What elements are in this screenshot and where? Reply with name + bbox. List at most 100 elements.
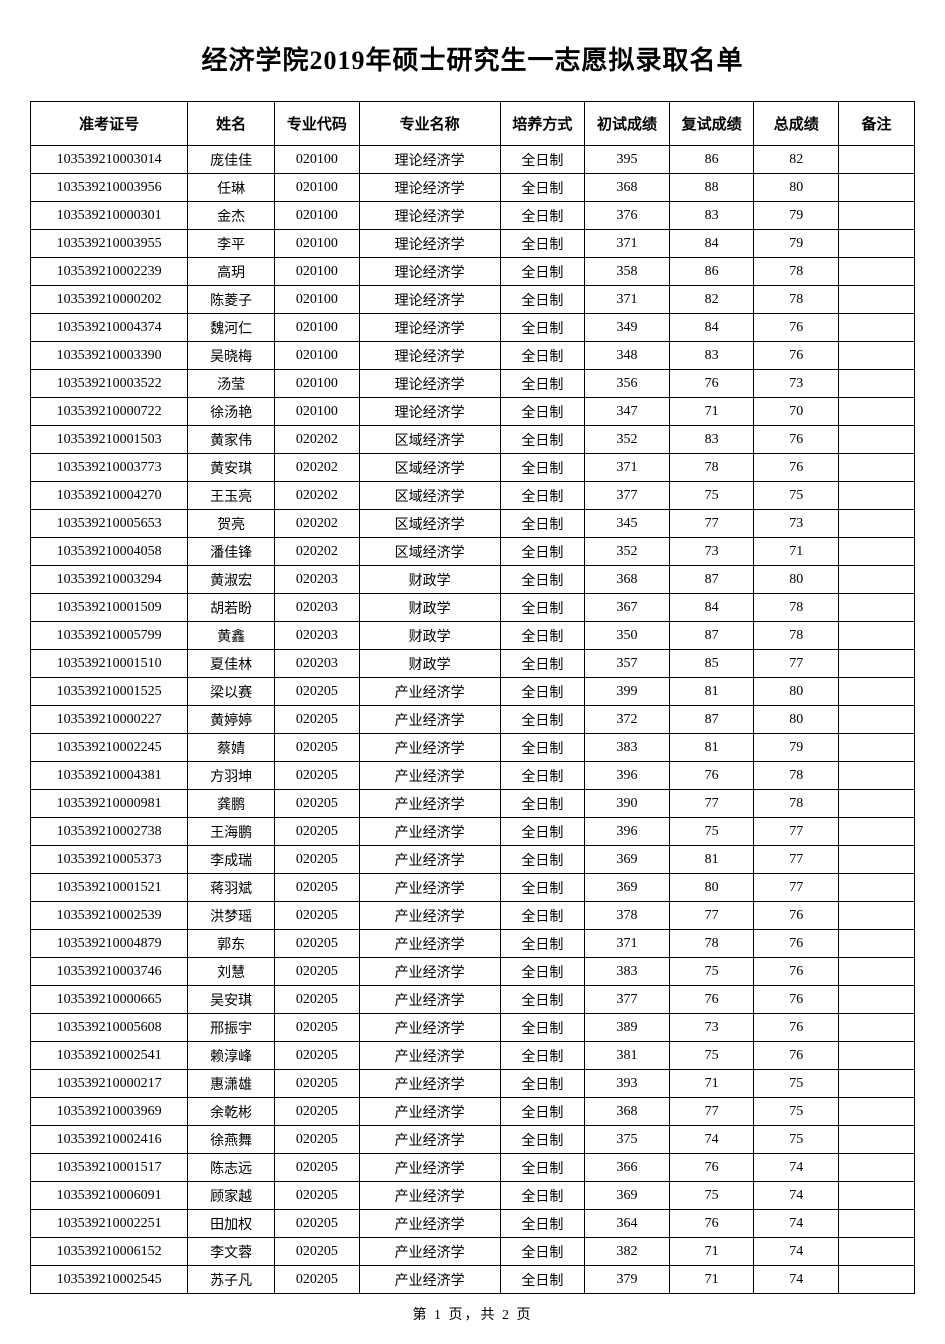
cell-major_name: 产业经济学 — [359, 1182, 500, 1210]
cell-remark — [839, 930, 915, 958]
cell-score2: 80 — [669, 874, 754, 902]
cell-total: 76 — [754, 426, 839, 454]
cell-mode: 全日制 — [500, 286, 585, 314]
cell-mode: 全日制 — [500, 482, 585, 510]
cell-name: 吴晓梅 — [188, 342, 275, 370]
cell-major_code: 020205 — [275, 1042, 360, 1070]
cell-name: 任琳 — [188, 174, 275, 202]
cell-major_code: 020205 — [275, 1014, 360, 1042]
cell-score2: 81 — [669, 846, 754, 874]
cell-id: 103539210004058 — [31, 538, 188, 566]
cell-mode: 全日制 — [500, 958, 585, 986]
cell-total: 78 — [754, 594, 839, 622]
cell-major_name: 产业经济学 — [359, 846, 500, 874]
cell-score1: 371 — [585, 286, 670, 314]
cell-score2: 75 — [669, 818, 754, 846]
cell-major_code: 020202 — [275, 482, 360, 510]
cell-name: 黄安琪 — [188, 454, 275, 482]
cell-score2: 81 — [669, 734, 754, 762]
cell-id: 103539210003294 — [31, 566, 188, 594]
cell-total: 76 — [754, 342, 839, 370]
cell-remark — [839, 510, 915, 538]
cell-major_name: 产业经济学 — [359, 1126, 500, 1154]
cell-name: 顾家越 — [188, 1182, 275, 1210]
cell-major_code: 020205 — [275, 762, 360, 790]
cell-remark — [839, 902, 915, 930]
cell-name: 邢振宇 — [188, 1014, 275, 1042]
cell-score1: 369 — [585, 1182, 670, 1210]
cell-remark — [839, 1042, 915, 1070]
cell-score2: 77 — [669, 1098, 754, 1126]
cell-score1: 395 — [585, 146, 670, 174]
cell-total: 78 — [754, 790, 839, 818]
cell-name: 洪梦瑶 — [188, 902, 275, 930]
cell-major_name: 产业经济学 — [359, 1238, 500, 1266]
table-row: 103539210003956任琳020100理论经济学全日制3688880 — [31, 174, 915, 202]
cell-remark — [839, 230, 915, 258]
table-row: 103539210000227黄婷婷020205产业经济学全日制3728780 — [31, 706, 915, 734]
cell-id: 103539210005373 — [31, 846, 188, 874]
cell-score2: 75 — [669, 1182, 754, 1210]
cell-major_name: 财政学 — [359, 622, 500, 650]
cell-remark — [839, 1210, 915, 1238]
cell-score2: 73 — [669, 1014, 754, 1042]
cell-mode: 全日制 — [500, 678, 585, 706]
cell-score2: 75 — [669, 482, 754, 510]
cell-score2: 83 — [669, 202, 754, 230]
cell-name: 李文蓉 — [188, 1238, 275, 1266]
cell-total: 78 — [754, 258, 839, 286]
cell-id: 103539210000227 — [31, 706, 188, 734]
cell-score2: 84 — [669, 230, 754, 258]
cell-major_name: 区域经济学 — [359, 454, 500, 482]
cell-score1: 358 — [585, 258, 670, 286]
cell-score2: 71 — [669, 1238, 754, 1266]
cell-total: 80 — [754, 678, 839, 706]
cell-mode: 全日制 — [500, 174, 585, 202]
cell-major_code: 020205 — [275, 846, 360, 874]
cell-score1: 368 — [585, 566, 670, 594]
cell-id: 103539210000202 — [31, 286, 188, 314]
cell-score1: 377 — [585, 482, 670, 510]
cell-id: 103539210001510 — [31, 650, 188, 678]
cell-major_name: 产业经济学 — [359, 1098, 500, 1126]
cell-remark — [839, 846, 915, 874]
cell-score1: 396 — [585, 762, 670, 790]
cell-id: 103539210006152 — [31, 1238, 188, 1266]
col-header-major-name: 专业名称 — [359, 102, 500, 146]
cell-score2: 76 — [669, 370, 754, 398]
cell-total: 76 — [754, 986, 839, 1014]
cell-total: 73 — [754, 370, 839, 398]
cell-mode: 全日制 — [500, 1210, 585, 1238]
table-row: 103539210003522汤莹020100理论经济学全日制3567673 — [31, 370, 915, 398]
cell-major_code: 020202 — [275, 426, 360, 454]
cell-major_code: 020205 — [275, 958, 360, 986]
cell-mode: 全日制 — [500, 1126, 585, 1154]
cell-score2: 82 — [669, 286, 754, 314]
col-header-major-code: 专业代码 — [275, 102, 360, 146]
cell-id: 103539210001517 — [31, 1154, 188, 1182]
table-row: 103539210000665吴安琪020205产业经济学全日制3777676 — [31, 986, 915, 1014]
cell-name: 庞佳佳 — [188, 146, 275, 174]
col-header-score1: 初试成绩 — [585, 102, 670, 146]
cell-major_name: 理论经济学 — [359, 202, 500, 230]
cell-mode: 全日制 — [500, 258, 585, 286]
cell-remark — [839, 790, 915, 818]
cell-mode: 全日制 — [500, 426, 585, 454]
table-row: 103539210004058潘佳锋020202区域经济学全日制3527371 — [31, 538, 915, 566]
cell-name: 李平 — [188, 230, 275, 258]
cell-name: 魏河仁 — [188, 314, 275, 342]
cell-name: 夏佳林 — [188, 650, 275, 678]
cell-id: 103539210002541 — [31, 1042, 188, 1070]
cell-mode: 全日制 — [500, 566, 585, 594]
col-header-name: 姓名 — [188, 102, 275, 146]
cell-major_code: 020205 — [275, 1238, 360, 1266]
cell-remark — [839, 622, 915, 650]
cell-remark — [839, 762, 915, 790]
table-row: 103539210003746刘慧020205产业经济学全日制3837576 — [31, 958, 915, 986]
cell-name: 徐燕舞 — [188, 1126, 275, 1154]
table-row: 103539210006091顾家越020205产业经济学全日制3697574 — [31, 1182, 915, 1210]
cell-remark — [839, 986, 915, 1014]
cell-major_code: 020205 — [275, 902, 360, 930]
cell-name: 方羽坤 — [188, 762, 275, 790]
cell-score1: 393 — [585, 1070, 670, 1098]
